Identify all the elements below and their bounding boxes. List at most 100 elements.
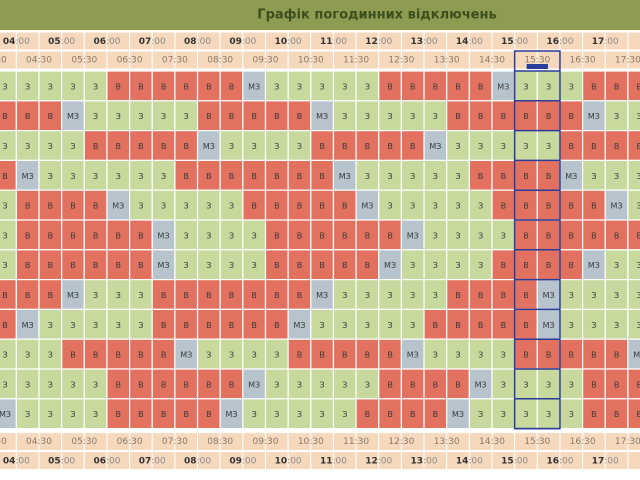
cell-text: З [410, 291, 415, 300]
hour-label: 04:00 [3, 456, 30, 466]
cell-text: МЗ [67, 112, 79, 121]
cell-text: З [70, 172, 75, 181]
hour: 05 [48, 37, 61, 47]
hour: 09 [229, 456, 242, 466]
cell-text: В [161, 291, 167, 300]
hour-label: 15:00 [501, 37, 528, 47]
minutes: :00 [559, 456, 574, 466]
cell-text: З [138, 112, 143, 121]
cell-text: В [319, 202, 325, 211]
hour: 15 [501, 37, 514, 47]
cell-text: В [433, 82, 439, 91]
cell-text: В [229, 321, 235, 330]
cell-text: В [433, 380, 439, 389]
minutes: :00 [423, 456, 438, 466]
hour: 15 [501, 456, 514, 466]
cell-text: З [25, 380, 30, 389]
cell-text: З [410, 261, 415, 270]
cell-text: З [184, 261, 189, 270]
cell-text: З [297, 410, 302, 419]
cell-text: В [206, 410, 212, 419]
cell-text: В [48, 231, 54, 240]
half-hour-label: 06:30 [117, 437, 143, 447]
cell-text: В [614, 82, 620, 91]
cell-text: В [591, 202, 597, 211]
cell-text: В [387, 410, 393, 419]
hour-label: 16:00 [546, 456, 573, 466]
hour: 08 [184, 37, 197, 47]
hour-label: 07:00 [139, 37, 166, 47]
cell-text: В [297, 351, 303, 360]
cell-text: МЗ [543, 291, 555, 300]
cell-text: З [342, 112, 347, 121]
half-hour-label: 12:30 [388, 56, 414, 66]
cell-text: В [614, 410, 620, 419]
cell-text: З [478, 261, 483, 270]
cell-text: З [297, 380, 302, 389]
cell-text: З [2, 142, 7, 151]
cell-text: З [614, 321, 619, 330]
cell-text: В [342, 231, 348, 240]
cell-text: З [455, 142, 460, 151]
cell-text: В [342, 202, 348, 211]
cell-text: З [365, 321, 370, 330]
cell-text: З [365, 380, 370, 389]
cell-text: В [251, 291, 257, 300]
cell-text: З [25, 410, 30, 419]
cell-text: В [138, 82, 144, 91]
cell-text: З [48, 351, 53, 360]
title: Графік погодинних відключень [257, 8, 496, 23]
cell-text: В [25, 202, 31, 211]
half-hour-label: 07:30 [162, 437, 188, 447]
cell-text: З [365, 112, 370, 121]
hour-label: 10:00 [275, 456, 302, 466]
hour: 10 [275, 456, 288, 466]
footer-hour-cell [627, 451, 640, 471]
half-hour-label: 15:30 [524, 56, 550, 66]
cell-text: В [523, 172, 529, 181]
cell-text: МЗ [407, 231, 419, 240]
hour: 11 [320, 37, 333, 47]
cell-text: З [252, 351, 257, 360]
cell-text: З [433, 202, 438, 211]
cell-text: МЗ [180, 351, 192, 360]
cell-text: З [478, 202, 483, 211]
cell-text: В [161, 82, 167, 91]
half-hour-label: 08:30 [207, 437, 233, 447]
hour-label: 05:00 [48, 456, 75, 466]
cell-text: МЗ [203, 142, 215, 151]
cell-text: В [569, 231, 575, 240]
cell-text: З [70, 380, 75, 389]
cell-text: З [501, 351, 506, 360]
cell-text: З [48, 410, 53, 419]
cell-text: В [251, 172, 257, 181]
cell-text: В [319, 231, 325, 240]
cell-text: МЗ [67, 291, 79, 300]
cell-text: В [206, 172, 212, 181]
cell-text: В [161, 380, 167, 389]
cell-text: В [478, 291, 484, 300]
cell-text: В [138, 261, 144, 270]
cell-text: З [478, 351, 483, 360]
cell-text: В [116, 410, 122, 419]
cell-text: В [2, 112, 8, 121]
cell-text: В [569, 261, 575, 270]
cell-text: В [206, 380, 212, 389]
cell-text: В [433, 321, 439, 330]
half-hour-label: 05:30 [71, 437, 97, 447]
hour: 16 [546, 456, 559, 466]
cell-text: З [614, 172, 619, 181]
cell-text: З [433, 231, 438, 240]
cell-text: З [138, 202, 143, 211]
cell-text: В [569, 142, 575, 151]
cell-text: В [319, 142, 325, 151]
cell-text: З [569, 82, 574, 91]
cell-text: В [183, 380, 189, 389]
cell-text: З [2, 231, 7, 240]
hour-label: 04:00 [3, 37, 30, 47]
cell-text: З [116, 291, 121, 300]
cell-text: В [161, 351, 167, 360]
cell-text: В [25, 291, 31, 300]
half-hour-label: 13:30 [434, 56, 460, 66]
hour-label: 08:00 [184, 37, 211, 47]
